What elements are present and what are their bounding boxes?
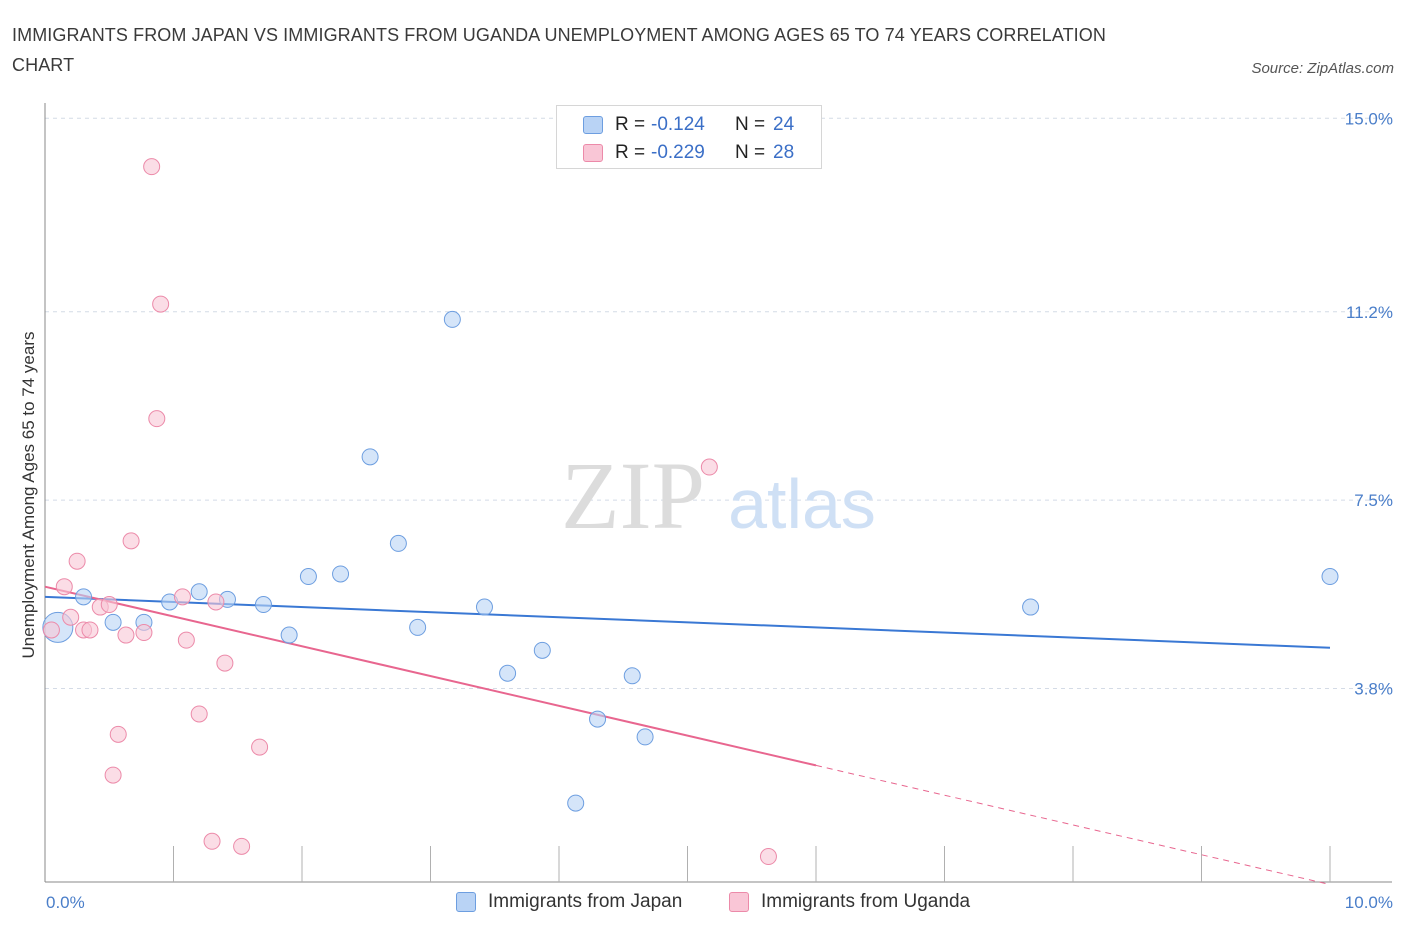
source-note: Source: ZipAtlas.com bbox=[1251, 60, 1394, 77]
bottom-legend-label-uganda: Immigrants from Uganda bbox=[761, 891, 971, 912]
watermark-zip: ZIP bbox=[561, 442, 705, 549]
point-uganda-25 bbox=[759, 848, 777, 866]
point-uganda-0 bbox=[42, 621, 60, 639]
legend-n-value-uganda: 28 bbox=[773, 142, 795, 163]
legend-n-label: N = bbox=[735, 114, 766, 135]
point-japan-7 bbox=[254, 596, 272, 614]
legend-r-label: R = bbox=[615, 142, 646, 163]
point-japan-22 bbox=[1022, 598, 1040, 616]
point-uganda-12 bbox=[135, 624, 153, 642]
point-japan-19 bbox=[589, 710, 607, 728]
point-uganda-10 bbox=[117, 626, 135, 644]
point-japan-10 bbox=[332, 565, 350, 583]
x-tick-labels: 0.0% 10.0% bbox=[46, 893, 1393, 912]
point-japan-12 bbox=[389, 534, 407, 552]
point-uganda-21 bbox=[216, 654, 234, 672]
point-uganda-14 bbox=[148, 410, 166, 428]
data-points bbox=[42, 158, 1339, 866]
y-tick-label-2: 11.2% bbox=[1346, 303, 1393, 322]
legend-swatch-uganda bbox=[583, 144, 603, 162]
point-uganda-3 bbox=[68, 552, 86, 570]
point-japan-5 bbox=[190, 583, 208, 601]
point-uganda-11 bbox=[122, 532, 140, 550]
bottom-legend-swatch-uganda bbox=[729, 892, 749, 912]
legend-row-japan: R = -0.124 N = 24 bbox=[583, 111, 794, 139]
legend-r-value-japan: -0.124 bbox=[651, 114, 705, 135]
legend-r-value-uganda: -0.229 bbox=[651, 142, 705, 163]
point-uganda-7 bbox=[100, 596, 118, 614]
point-uganda-9 bbox=[109, 725, 127, 743]
point-japan-17 bbox=[533, 641, 551, 659]
point-uganda-19 bbox=[203, 832, 221, 850]
point-japan-14 bbox=[443, 310, 461, 328]
point-uganda-22 bbox=[233, 837, 251, 855]
x-tick-label-1: 10.0% bbox=[1345, 893, 1393, 912]
y-tick-label-1: 7.5% bbox=[1354, 491, 1393, 510]
y-tick-labels: 3.8% 7.5% 11.2% 15.0% bbox=[1345, 109, 1393, 698]
point-uganda-20 bbox=[207, 593, 225, 611]
legend-row-uganda: R = -0.229 N = 28 bbox=[583, 139, 794, 167]
legend-swatch-japan bbox=[583, 116, 603, 134]
legend-r-label: R = bbox=[615, 114, 646, 135]
point-japan-11 bbox=[361, 448, 379, 466]
point-uganda-2 bbox=[62, 608, 80, 626]
point-japan-21 bbox=[636, 728, 654, 746]
point-japan-1 bbox=[75, 588, 93, 606]
bottom-legend-japan: Immigrants from Japan bbox=[456, 889, 682, 915]
point-japan-18 bbox=[567, 794, 585, 812]
bottom-legend-swatch-japan bbox=[456, 892, 476, 912]
point-uganda-8 bbox=[104, 766, 122, 784]
y-tick-label-0: 3.8% bbox=[1354, 680, 1393, 699]
bottom-legend-label-japan: Immigrants from Japan bbox=[488, 891, 683, 912]
point-japan-20 bbox=[623, 667, 641, 685]
trend-line-japan bbox=[44, 595, 1331, 649]
watermark-atlas: atlas bbox=[728, 465, 876, 543]
chart-title: IMMIGRANTS FROM JAPAN VS IMMIGRANTS FROM… bbox=[12, 25, 1106, 75]
y-axis-label: Unemployment Among Ages 65 to 74 years bbox=[19, 332, 38, 659]
point-uganda-24 bbox=[700, 458, 718, 476]
legend: R = -0.124 N = 24 R = -0.229 N = 28 bbox=[556, 105, 822, 169]
legend-n-value-japan: 24 bbox=[773, 114, 795, 135]
watermark: ZIP atlas bbox=[561, 442, 876, 549]
gridlines bbox=[45, 117, 1392, 690]
y-tick-label-3: 15.0% bbox=[1345, 109, 1393, 128]
point-japan-16 bbox=[499, 664, 517, 682]
point-uganda-16 bbox=[173, 588, 191, 606]
point-uganda-1 bbox=[55, 578, 73, 596]
axes bbox=[44, 103, 1392, 883]
point-japan-15 bbox=[475, 598, 493, 616]
point-uganda-17 bbox=[177, 631, 195, 649]
point-japan-9 bbox=[299, 568, 317, 586]
trend-line-uganda bbox=[44, 585, 817, 767]
legend-n-label: N = bbox=[735, 142, 766, 163]
point-uganda-15 bbox=[152, 295, 170, 313]
point-uganda-18 bbox=[190, 705, 208, 723]
point-uganda-23 bbox=[251, 738, 269, 756]
point-uganda-13 bbox=[143, 158, 161, 176]
point-uganda-5 bbox=[81, 621, 99, 639]
point-japan-13 bbox=[409, 618, 427, 636]
point-japan-2 bbox=[104, 613, 122, 631]
bottom-legend-uganda: Immigrants from Uganda bbox=[729, 889, 970, 915]
x-tick-label-0: 0.0% bbox=[46, 893, 85, 912]
point-japan-8 bbox=[280, 626, 298, 644]
point-japan-23 bbox=[1321, 568, 1339, 586]
